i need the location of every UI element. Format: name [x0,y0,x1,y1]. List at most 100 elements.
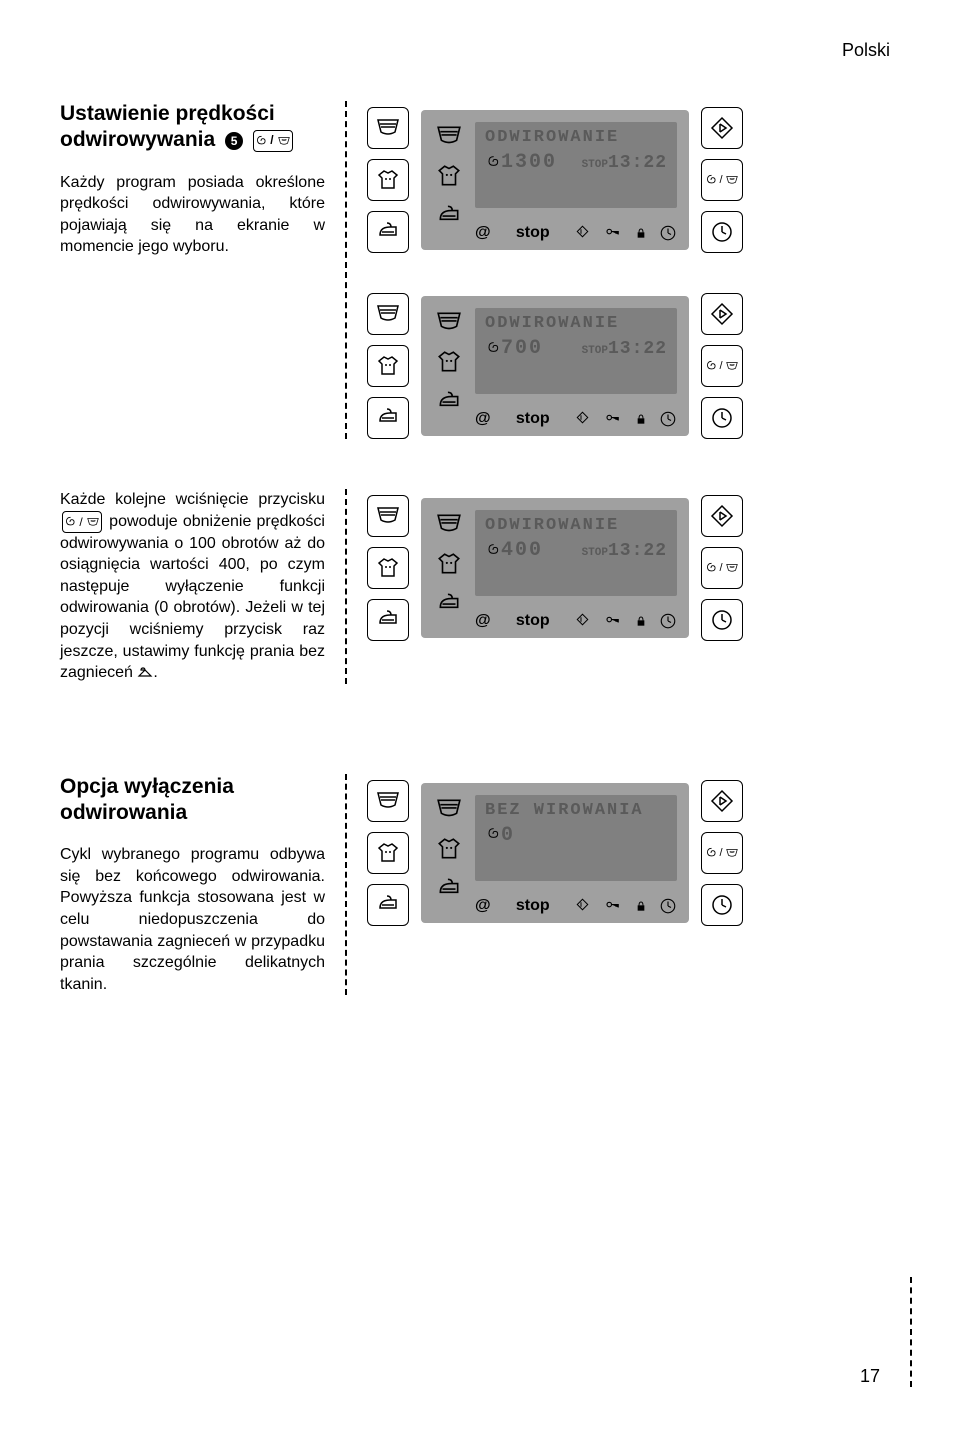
left-buttons [367,107,409,253]
at-icon: @ [475,410,491,428]
spin-button[interactable]: / [701,832,743,874]
lcd-line2: 1300 STOP13:22 [485,151,667,174]
lcd-screen: BEZ WIROWANIA 0 [475,795,677,881]
section-spin-speed: Ustawienie prędkości odwirowywania 5 / K… [60,101,890,439]
spin-button[interactable]: / [701,345,743,387]
right-buttons: / [701,107,743,253]
lcd-inner-buttons [433,793,467,905]
iron-icon [433,873,465,905]
lcd-status-icons [575,410,677,428]
lcd-bottom-row: @stop [475,410,677,428]
at-icon: @ [475,612,491,630]
basin-button[interactable] [367,495,409,537]
shirt-button[interactable] [367,159,409,201]
clock-button[interactable] [701,884,743,926]
at-icon: @ [475,897,491,915]
start-button[interactable] [701,780,743,822]
right-buttons: / [701,780,743,926]
iron-button[interactable] [367,397,409,439]
lcd-title: ODWIROWANIE [485,314,667,333]
divider [345,489,347,684]
clock-button[interactable] [701,599,743,641]
lcd-screen: ODWIROWANIE 700 STOP13:22 [475,308,677,394]
lcd-time: 13:22 [608,339,667,359]
shirt-icon [433,548,465,580]
clock-button[interactable] [701,397,743,439]
lcd-inner-buttons [433,508,467,620]
start-button[interactable] [701,495,743,537]
section3-text: Opcja wyłączenia odwirowania Cykl wybran… [60,774,325,996]
shirt-button[interactable] [367,547,409,589]
lcd-line2: 700 STOP13:22 [485,337,667,360]
basin-button[interactable] [367,780,409,822]
divider [345,101,347,439]
margin-dashes [910,1277,912,1387]
section2-pre: Każde kolejne wciśnięcie przycisku [60,491,325,508]
iron-button[interactable] [367,884,409,926]
lcd-screen: ODWIROWANIE 400STOP13:22 [475,510,677,596]
lcd-display: BEZ WIROWANIA 0 @stop [421,783,689,923]
iron-icon [433,588,465,620]
basin-icon [433,508,465,540]
section2-text: Każde kolejne wciśnięcie przycisku / pow… [60,489,325,684]
section3-panels: BEZ WIROWANIA 0 @stop / [367,774,890,996]
iron-button[interactable] [367,211,409,253]
section2-panels: ODWIROWANIE 400STOP13:22 @ stop / [367,489,890,684]
lcd-line2: 400STOP13:22 [485,539,667,562]
spin-button[interactable]: / [701,159,743,201]
lcd-speed: 0 [485,824,515,847]
lcd-display: ODWIROWANIE 400STOP13:22 @ stop [421,498,689,638]
right-buttons: / [701,293,743,439]
lcd-time: 13:22 [608,541,667,561]
lcd-inner-buttons [433,120,467,232]
shirt-icon [433,346,465,378]
lcd-display: ODWIROWANIE 1300 STOP13:22 @ stop [421,110,689,250]
lcd-title: ODWIROWANIE [485,128,667,147]
start-button[interactable] [701,293,743,335]
section3-body: Cykl wybranego programu odbywa się bez k… [60,844,325,995]
section1-panels: ODWIROWANIE1300STOP13:22@stop/ ODWIROWAN… [367,101,890,439]
lcd-speed: 700 [485,337,543,360]
shirt-button[interactable] [367,832,409,874]
section2-end: . [153,664,157,681]
lcd-title: ODWIROWANIE [485,516,667,535]
section1-title: Ustawienie prędkości odwirowywania 5 / [60,101,325,154]
divider [345,774,347,996]
lcd-status-icons [575,897,677,915]
step-marker: 5 [225,132,243,150]
display-panel-2: ODWIROWANIE 400STOP13:22 @ stop / [367,495,890,641]
stop-label: stop [516,612,550,630]
lcd-status-icons [575,612,677,630]
stop-label: stop [516,224,550,242]
spin-button[interactable]: / [701,547,743,589]
basin-button[interactable] [367,107,409,149]
basin-icon [433,793,465,825]
section-no-spin: Opcja wyłączenia odwirowania Cykl wybran… [60,774,890,996]
spin-basin-icon: / [62,511,102,533]
lcd-display: ODWIROWANIE 700 STOP13:22 @stop [421,296,689,436]
lcd-stop-label: STOP [582,159,608,171]
lcd-time: 13:22 [608,153,667,173]
lcd-status-icons [575,224,677,242]
section1-body: Każdy program posiada określone prędkośc… [60,172,325,258]
display-panel-3: BEZ WIROWANIA 0 @stop / [367,780,890,926]
lcd-stop-label: STOP [582,547,608,559]
lcd-inner-buttons [433,306,467,418]
left-buttons [367,293,409,439]
display-panel-1: ODWIROWANIE 700 STOP13:22 @stop / [367,293,890,439]
lcd-stop-label: STOP [582,345,608,357]
shirt-button[interactable] [367,345,409,387]
lcd-bottom-row: @ stop [475,224,677,242]
start-button[interactable] [701,107,743,149]
lcd-speed: 1300 [485,151,557,174]
lcd-line2: 0 [485,824,667,847]
lcd-bottom-row: @stop [475,897,677,915]
iron-button[interactable] [367,599,409,641]
at-icon: @ [475,224,491,242]
lcd-title: BEZ WIROWANIA [485,801,667,820]
section2-body: Każde kolejne wciśnięcie przycisku / pow… [60,489,325,684]
clock-button[interactable] [701,211,743,253]
iron-icon [433,200,465,232]
basin-button[interactable] [367,293,409,335]
shirt-icon [433,160,465,192]
